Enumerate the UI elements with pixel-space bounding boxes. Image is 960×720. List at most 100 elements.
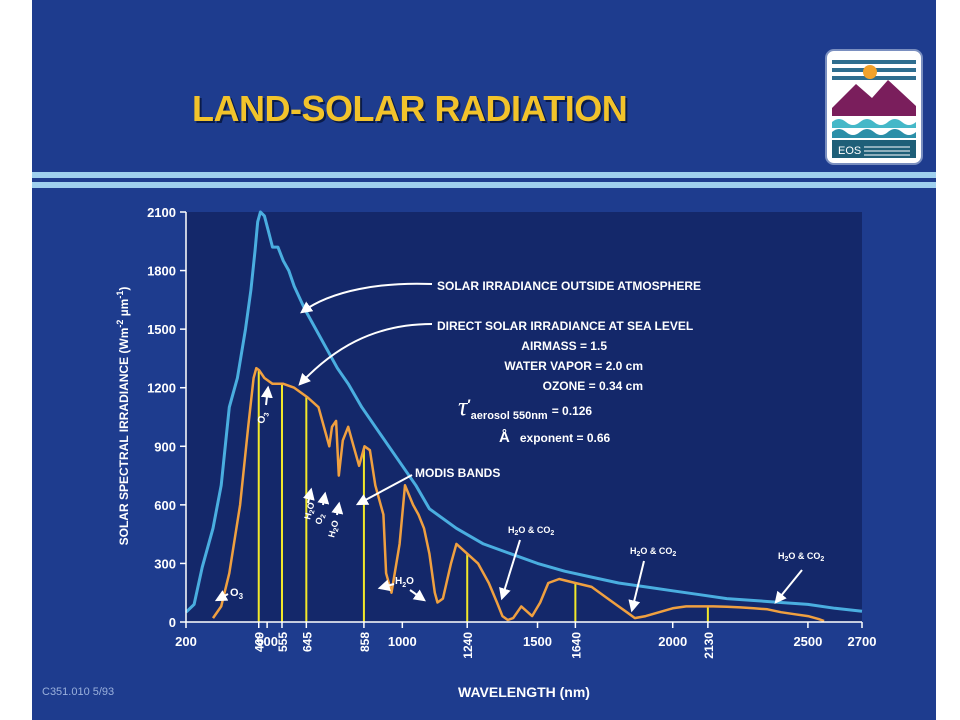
- arrow-h2o-co2-1900: [628, 560, 645, 613]
- modis-tick-label-555: 555: [276, 632, 290, 652]
- x-tick-label-1000: 1000: [388, 634, 417, 649]
- y-axis-label-close: ): [117, 287, 131, 291]
- x-tick-label-200: 200: [175, 634, 197, 649]
- y-tick-label-1500: 1500: [147, 322, 176, 337]
- arrow-o3-visible: [260, 385, 273, 406]
- arrow-h2o-co2-1400: [499, 539, 521, 601]
- h2o-co2-1900-d: 2: [672, 551, 676, 558]
- y-tick-label-2100: 2100: [147, 205, 176, 220]
- ozone-label: OZONE = 0.34 cm: [543, 379, 643, 393]
- arrow-modis-bands: [355, 474, 413, 506]
- series-outside-atmosphere: [184, 210, 863, 614]
- o3-label-uv: O3: [230, 587, 244, 601]
- outside-curve-label: SOLAR IRRADIANCE OUTSIDE ATMOSPHERE: [437, 279, 701, 293]
- h2o-820-h: H: [326, 530, 337, 539]
- arrow-o3-uv: [214, 590, 229, 602]
- tau-aerosol-label: τ′aerosol 550nm = 0.126: [458, 392, 592, 422]
- o3-vis-base: O: [256, 415, 268, 425]
- arrow-h2o-1100-left: [377, 579, 395, 592]
- arrow-h2o-1100-right: [409, 589, 426, 602]
- o2-760-sub: 2: [320, 514, 328, 520]
- h2o-co2-label-1400: H2O & CO2: [508, 525, 554, 537]
- x-tick-label-1500: 1500: [523, 634, 552, 649]
- chart: 0 300 600 900 1200 1500 1800 2100 200 500 1000 1500…: [147, 205, 876, 659]
- series-sea-level: [211, 366, 825, 623]
- h2o-co2-1900-a: H: [630, 546, 637, 556]
- tau-prime: ′: [467, 396, 471, 412]
- y-tick-label-300: 300: [154, 556, 176, 571]
- y-tick-label-600: 600: [154, 498, 176, 513]
- tau-value: = 0.126: [552, 404, 593, 418]
- y-tick-label-1800: 1800: [147, 264, 176, 279]
- slide-graphics: EOS 0 300 600 900 1200 1500 1800 2100 200 500 1000…: [32, 49, 936, 700]
- h2o-1100-h: H: [395, 576, 402, 587]
- y-axis-label: SOLAR SPECTRAL IRRADIANCE (Wm-2 µm-1): [115, 287, 131, 546]
- h2o-co2-1400-d: 2: [550, 530, 554, 537]
- modis-tick-label-1240: 1240: [461, 632, 475, 659]
- h2o-720-sub: 2: [309, 509, 317, 515]
- x-tick-label-2000: 2000: [658, 634, 687, 649]
- h2o-co2-2500-c: O & CO: [788, 551, 820, 561]
- annotation-arrows: [214, 282, 803, 613]
- h2o-co2-1900-b: 2: [637, 551, 641, 558]
- sea-level-curve-label: DIRECT SOLAR IRRADIANCE AT SEA LEVEL: [437, 319, 693, 333]
- eos-logo: EOS: [825, 49, 923, 165]
- separator-line-bottom: [32, 182, 936, 188]
- h2o-720-o: O: [305, 501, 316, 510]
- y-axis-label-exp2: -1: [115, 291, 125, 299]
- slide-footer: C351.010 5/93: [42, 686, 115, 698]
- y-tick-label-1200: 1200: [147, 381, 176, 396]
- h2o-co2-1400-c: O & CO: [518, 525, 550, 535]
- arrow-sea-level-curve: [298, 323, 433, 386]
- h2o-720-h: H: [302, 512, 313, 521]
- angstrom-symbol: Å: [499, 429, 510, 446]
- h2o-1100-o: O: [406, 576, 414, 587]
- x-tick-label-2500: 2500: [793, 634, 822, 649]
- h2o-co2-2500-a: H: [778, 551, 785, 561]
- y-tick-label-900: 900: [154, 439, 176, 454]
- arrow-o2-760: [317, 491, 330, 506]
- arrow-h2o-co2-2500: [774, 569, 803, 604]
- h2o-label-820: H2O: [326, 519, 342, 539]
- y-axis-label-exp1: -2: [115, 320, 125, 328]
- o3-uv-sub: 3: [239, 592, 244, 601]
- modis-tick-label-645: 645: [300, 632, 314, 652]
- o2-label-760: O2: [313, 512, 327, 526]
- o3-label-visible: O3: [256, 411, 271, 425]
- h2o-820-sub: 2: [333, 527, 341, 533]
- y-axis-label-unit: µm: [117, 299, 131, 320]
- slide: EOS 0 300 600 900 1200 1500 1800 2100 200 500 1000…: [32, 0, 936, 720]
- modis-bands-label: MODIS BANDS: [415, 466, 500, 480]
- o3-uv-base: O: [230, 587, 239, 599]
- modis-tick-label-2130: 2130: [702, 632, 716, 659]
- h2o-co2-2500-b: 2: [785, 556, 789, 563]
- annotations: SOLAR IRRADIANCE OUTSIDE ATMOSPHERE DIRE…: [230, 279, 824, 601]
- h2o-co2-label-2500: H2O & CO2: [778, 551, 824, 563]
- x-tick-label-2700: 2700: [848, 634, 877, 649]
- h2o-co2-label-1900: H2O & CO2: [630, 546, 676, 558]
- y-axis-label-main: SOLAR SPECTRAL IRRADIANCE (Wm: [117, 328, 131, 546]
- plot-area: [186, 212, 862, 622]
- logo-text: EOS: [838, 145, 861, 157]
- modis-tick-label-858: 858: [358, 632, 372, 652]
- arrow-h2o-820: [331, 501, 344, 516]
- x-tick-label-500: 500: [256, 634, 278, 649]
- modis-tick-label-469: 469: [253, 632, 267, 652]
- angstrom-text: exponent = 0.66: [520, 431, 611, 445]
- modis-tick-label-1640: 1640: [569, 632, 583, 659]
- arrow-outside-curve: [300, 282, 433, 314]
- o2-760-base: O: [313, 516, 324, 525]
- h2o-1100-sub: 2: [402, 582, 406, 589]
- h2o-co2-1400-a: H: [508, 525, 515, 535]
- arrow-h2o-720: [302, 487, 315, 504]
- h2o-label-720: H2O: [302, 501, 318, 521]
- o3-vis-sub: 3: [263, 412, 271, 417]
- h2o-co2-2500-d: 2: [820, 556, 824, 563]
- airmass-label: AIRMASS = 1.5: [521, 339, 607, 353]
- h2o-co2-1400-b: 2: [515, 530, 519, 537]
- tau-subscript: aerosol 550nm: [471, 410, 548, 422]
- x-axis-label: WAVELENGTH (nm): [458, 684, 590, 700]
- h2o-label-1100: H2O: [395, 576, 414, 589]
- separator-line-top: [32, 172, 936, 178]
